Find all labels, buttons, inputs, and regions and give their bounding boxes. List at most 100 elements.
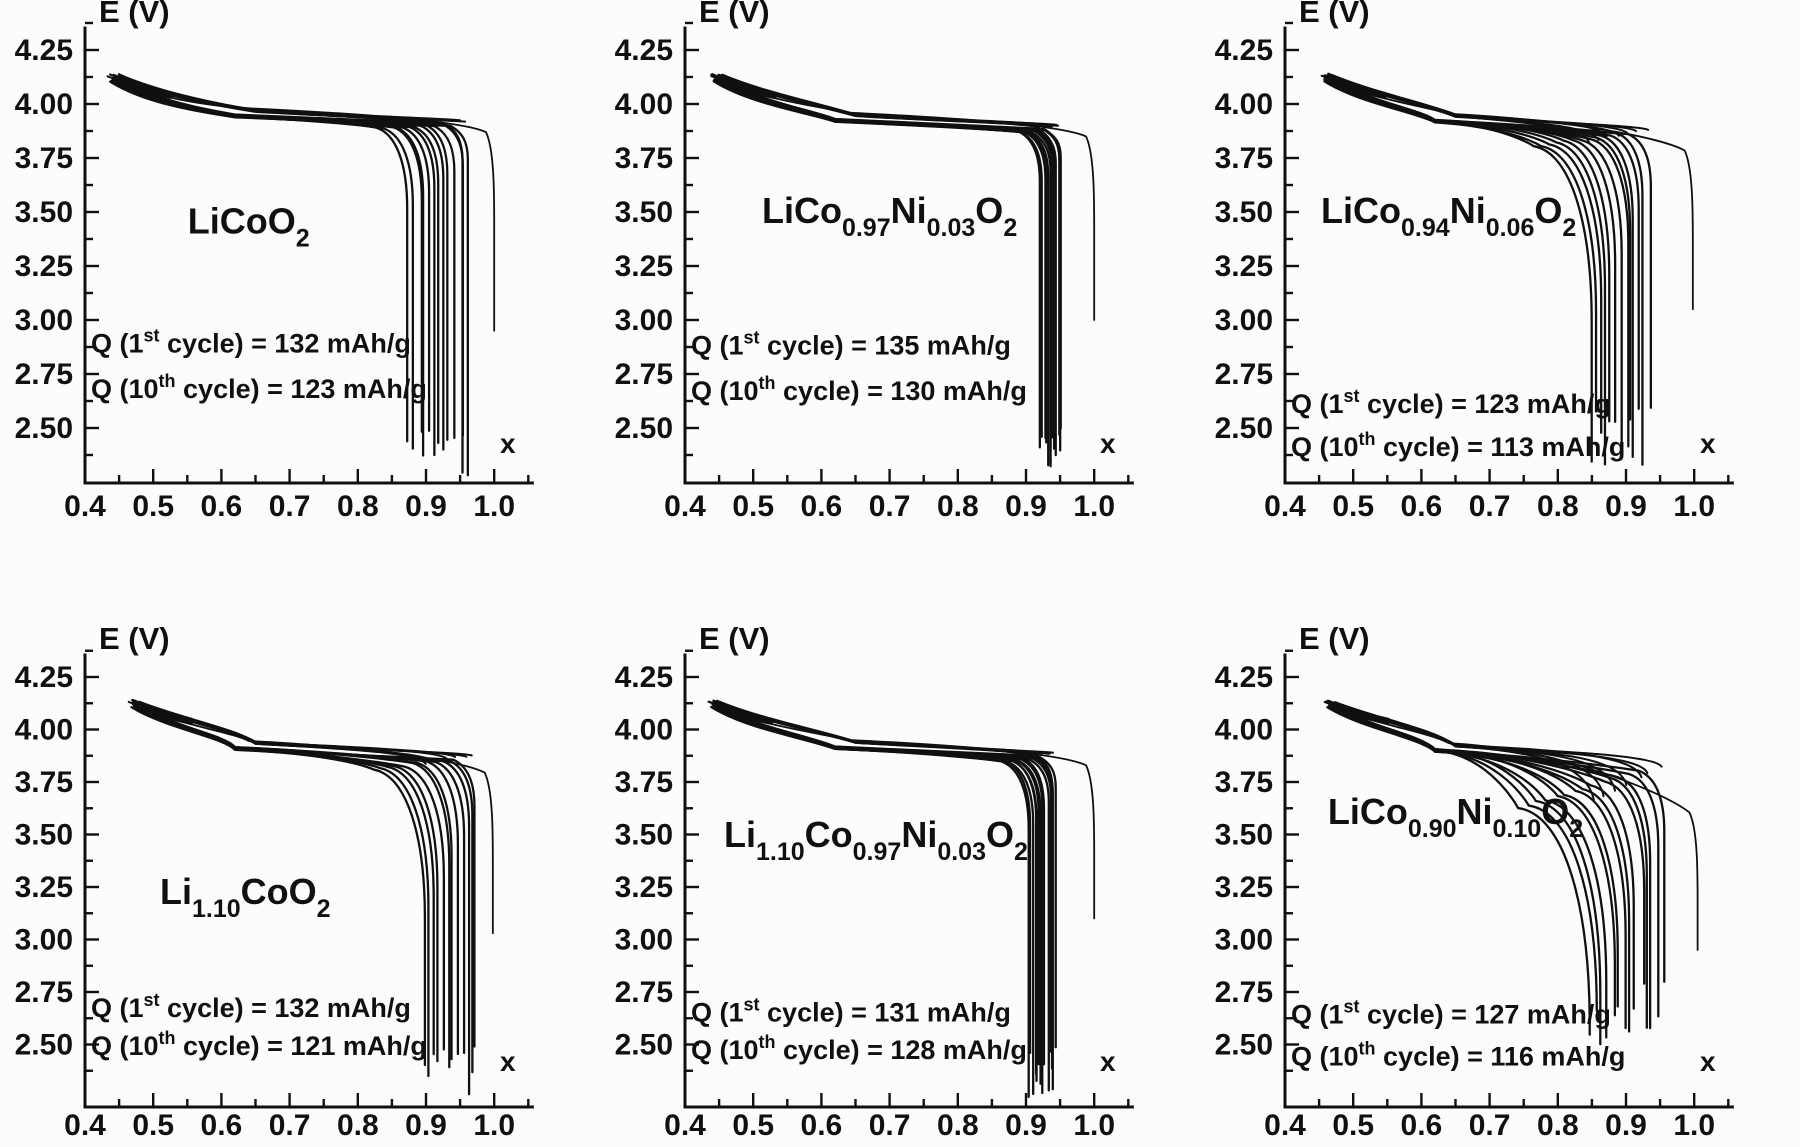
x-tick-label: 0.8 — [337, 490, 379, 523]
y-tick-label: 4.00 — [15, 714, 73, 747]
x-tick-label: 0.5 — [1332, 490, 1374, 523]
tick-labels: 2.50 2.75 3.00 3.25 3.50 3.75 4.00 4.25 0.4 0.5 0.… — [15, 661, 515, 1142]
x-tick-label: 0.5 — [732, 490, 774, 523]
x-tick-label: 0.7 — [869, 1109, 911, 1142]
panel-lico090ni010o2: 2.50 2.75 3.00 3.25 3.50 3.75 4.00 4.25 0.4 0.5 0.… — [1200, 573, 1800, 1147]
y-tick-label: 4.00 — [615, 88, 673, 121]
y-tick-label: 3.75 — [615, 766, 673, 799]
y-tick-label: 4.00 — [1215, 88, 1273, 121]
x-axis-title: x — [500, 428, 516, 459]
y-tick-label: 2.50 — [615, 1029, 673, 1062]
y-tick-label: 3.75 — [1215, 142, 1273, 175]
discharge-curve — [140, 705, 430, 1078]
discharge-curve — [715, 80, 1052, 468]
composition-label: LiCo0.94Ni0.06O2 — [1321, 190, 1576, 242]
x-tick-label: 0.7 — [269, 490, 311, 523]
y-tick-label: 3.50 — [15, 196, 73, 229]
tick-marks — [683, 21, 1130, 483]
tick-labels: 2.50 2.75 3.00 3.25 3.50 3.75 4.00 4.25 0.4 0.5 0.… — [615, 34, 1115, 523]
tick-marks — [1283, 649, 1730, 1107]
cycle-curves — [1320, 72, 1694, 466]
first-cycle-outer-curve — [714, 77, 1096, 321]
panel-licoo2: 2.50 2.75 3.00 3.25 3.50 3.75 4.00 4.25 0.4 0.5 0.… — [0, 0, 600, 573]
cycle-curves — [1323, 699, 1699, 1046]
y-tick-label: 3.00 — [615, 304, 673, 337]
y-tick-label: 2.75 — [1215, 976, 1273, 1009]
cycle-curves — [707, 699, 1096, 1098]
x-tick-label: 0.9 — [1605, 1109, 1647, 1142]
composition-label: Li1.10Co0.97Ni0.03O2 — [724, 814, 1028, 866]
discharge-curve — [136, 706, 427, 1067]
x-tick-label: 0.4 — [1264, 1109, 1306, 1142]
start-knot — [715, 75, 778, 99]
x-axis-title: x — [1100, 428, 1116, 459]
q-tenth-cycle-annotation: Q (10th cycle) = 130 mAh/g — [691, 373, 1027, 406]
x-tick-label: 0.4 — [1264, 490, 1306, 523]
y-axis-title: E (V) — [99, 0, 170, 29]
y-tick-label: 2.50 — [1215, 412, 1273, 445]
x-tick-label: 0.7 — [869, 490, 911, 523]
cycle-curves — [106, 73, 496, 477]
y-tick-label: 2.75 — [15, 358, 73, 391]
discharge-curve — [1329, 79, 1593, 463]
first-cycle-outer-curve — [131, 703, 494, 935]
y-tick-label: 4.25 — [1215, 661, 1273, 694]
y-tick-label: 4.00 — [1215, 714, 1273, 747]
composition-label: LiCo0.97Ni0.03O2 — [762, 190, 1017, 242]
tick-labels: 2.50 2.75 3.00 3.25 3.50 3.75 4.00 4.25 0.4 0.5 0.… — [15, 34, 515, 523]
start-knot — [1329, 701, 1391, 725]
y-tick-label: 3.25 — [615, 250, 673, 283]
chart-li110coo2: 2.50 2.75 3.00 3.25 3.50 3.75 4.00 4.25 0.4 0.5 0.… — [15, 621, 534, 1142]
first-cycle-outer-curve — [1328, 703, 1699, 951]
x-tick-label: 0.7 — [269, 1109, 311, 1142]
x-tick-label: 1.0 — [1073, 1109, 1115, 1142]
discharge-curve — [1334, 705, 1591, 1036]
x-tick-label: 0.6 — [201, 1109, 243, 1142]
y-tick-label: 3.25 — [15, 250, 73, 283]
x-tick-label: 0.5 — [732, 1109, 774, 1142]
panel-li110coo2: 2.50 2.75 3.00 3.25 3.50 3.75 4.00 4.25 0.4 0.5 0.… — [0, 573, 600, 1147]
chart-lico097ni003o2: 2.50 2.75 3.00 3.25 3.50 3.75 4.00 4.25 0.4 0.5 0.… — [615, 0, 1134, 523]
discharge-curve — [115, 79, 409, 443]
x-tick-label: 1.0 — [1673, 1109, 1715, 1142]
x-tick-label: 0.5 — [1332, 1109, 1374, 1142]
x-tick-label: 1.0 — [473, 490, 515, 523]
y-tick-label: 3.50 — [15, 819, 73, 852]
discharge-curve — [109, 80, 469, 477]
x-tick-label: 0.8 — [937, 490, 979, 523]
q-first-cycle-annotation: Q (1st cycle) = 127 mAh/g — [1291, 997, 1611, 1030]
first-cycle-outer-curve — [111, 77, 496, 332]
x-tick-label: 0.9 — [1005, 1109, 1047, 1142]
x-tick-label: 0.7 — [1469, 490, 1511, 523]
start-knot — [712, 701, 774, 725]
first-cycle-outer-curve — [711, 703, 1096, 920]
y-tick-label: 4.00 — [615, 714, 673, 747]
x-tick-label: 0.5 — [132, 1109, 174, 1142]
start-knot — [112, 75, 174, 99]
panel-lico094ni006o2: 2.50 2.75 3.00 3.25 3.50 3.75 4.00 4.25 0.4 0.5 0.… — [1200, 0, 1800, 573]
y-tick-label: 3.25 — [615, 871, 673, 904]
chart-licoo2: 2.50 2.75 3.00 3.25 3.50 3.75 4.00 4.25 0.4 0.5 0.… — [15, 0, 534, 523]
y-tick-label: 4.25 — [1215, 34, 1273, 67]
panel-lico097ni003o2: 2.50 2.75 3.00 3.25 3.50 3.75 4.00 4.25 0.4 0.5 0.… — [600, 0, 1200, 573]
y-tick-label: 3.75 — [1215, 766, 1273, 799]
y-tick-label: 3.75 — [15, 142, 73, 175]
y-tick-label: 3.50 — [1215, 196, 1273, 229]
x-axis-title: x — [500, 1046, 516, 1077]
x-tick-label: 1.0 — [473, 1109, 515, 1142]
x-tick-label: 0.6 — [801, 1109, 843, 1142]
tick-marks — [83, 649, 530, 1107]
q-first-cycle-annotation: Q (1st cycle) = 123 mAh/g — [1291, 386, 1611, 419]
y-tick-label: 2.75 — [615, 358, 673, 391]
cycle-curves — [710, 73, 1096, 468]
x-tick-label: 1.0 — [1673, 490, 1715, 523]
x-tick-label: 0.8 — [337, 1109, 379, 1142]
discharge-curve — [1327, 705, 1598, 1012]
discharge-curve — [1329, 77, 1611, 423]
y-tick-label: 3.00 — [15, 304, 73, 337]
first-cycle-outer-curve — [1325, 77, 1694, 311]
y-tick-label: 3.25 — [1215, 871, 1273, 904]
composition-label: LiCo0.90Ni0.10O2 — [1328, 791, 1583, 843]
y-axis-title: E (V) — [1299, 621, 1370, 656]
